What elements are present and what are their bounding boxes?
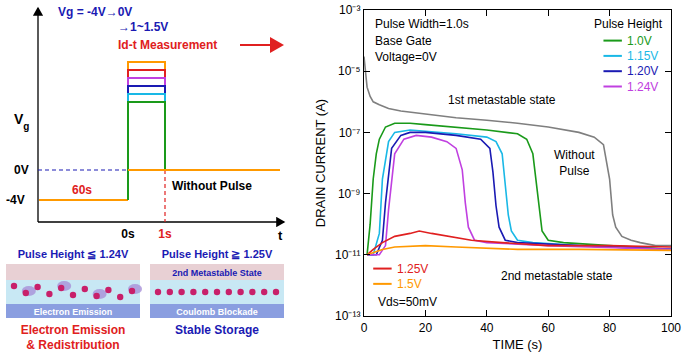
svg-text:1.15V: 1.15V: [627, 49, 658, 63]
svg-text:10⁻⁵: 10⁻⁵: [338, 64, 360, 78]
svg-text:Without Pulse: Without Pulse: [172, 179, 252, 193]
svg-text:Vds=50mV: Vds=50mV: [378, 295, 437, 309]
svg-text:10⁻⁹: 10⁻⁹: [338, 187, 361, 201]
svg-text:20: 20: [419, 321, 433, 335]
svg-text:Electron Emission: Electron Emission: [21, 323, 126, 337]
svg-text:Coulomb Blockade: Coulomb Blockade: [176, 307, 258, 317]
svg-text:-4V: -4V: [6, 193, 25, 207]
svg-text:1.5V: 1.5V: [397, 277, 422, 291]
svg-text:Pulse Width=1.0s: Pulse Width=1.0s: [375, 17, 469, 31]
svg-text:1s: 1s: [158, 227, 172, 241]
svg-text:1.24V: 1.24V: [627, 80, 658, 94]
svg-text:→1~1.5V: →1~1.5V: [118, 20, 168, 34]
svg-text:2nd metastable state: 2nd metastable state: [501, 269, 613, 283]
svg-text:1.0V: 1.0V: [627, 34, 652, 48]
svg-text:100: 100: [661, 321, 681, 335]
svg-text:Pulse Height ≧ 1.25V: Pulse Height ≧ 1.25V: [162, 248, 273, 260]
svg-text:2nd Metastable State: 2nd Metastable State: [172, 268, 262, 278]
svg-text:DRAIN CURRENT (A): DRAIN CURRENT (A): [313, 99, 328, 227]
svg-text:60: 60: [542, 321, 556, 335]
svg-text:40: 40: [480, 321, 494, 335]
svg-text:Id-t Measurement: Id-t Measurement: [118, 38, 217, 52]
svg-text:1.25V: 1.25V: [397, 262, 428, 276]
svg-text:Voltage=0V: Voltage=0V: [375, 50, 437, 64]
svg-text:& Redistribution: & Redistribution: [26, 338, 119, 352]
svg-text:10⁻⁷: 10⁻⁷: [339, 126, 361, 140]
svg-text:Base Gate: Base Gate: [375, 34, 432, 48]
svg-text:1.20V: 1.20V: [627, 64, 658, 78]
svg-text:0: 0: [361, 321, 368, 335]
svg-text:10⁻¹³: 10⁻¹³: [335, 309, 360, 323]
svg-text:Vg: Vg: [14, 111, 29, 132]
svg-text:Pulse Height: Pulse Height: [594, 17, 663, 31]
svg-text:Pulse Height ≦ 1.24V: Pulse Height ≦ 1.24V: [18, 248, 129, 260]
svg-text:WithoutPulse: WithoutPulse: [554, 148, 595, 178]
svg-text:60s: 60s: [72, 183, 92, 197]
svg-text:Vg = -4V→0V: Vg = -4V→0V: [58, 5, 132, 19]
svg-text:0s: 0s: [121, 227, 135, 241]
svg-text:80: 80: [603, 321, 617, 335]
svg-text:10⁻³: 10⁻³: [339, 3, 360, 17]
svg-text:t: t: [278, 228, 283, 243]
svg-text:Stable Storage: Stable Storage: [175, 323, 259, 337]
svg-text:10⁻¹¹: 10⁻¹¹: [335, 248, 360, 262]
svg-text:Electron Emission: Electron Emission: [34, 307, 113, 317]
svg-text:TIME (s): TIME (s): [493, 337, 543, 352]
svg-text:1st metastable state: 1st metastable state: [448, 93, 556, 107]
svg-text:0V: 0V: [14, 163, 29, 177]
